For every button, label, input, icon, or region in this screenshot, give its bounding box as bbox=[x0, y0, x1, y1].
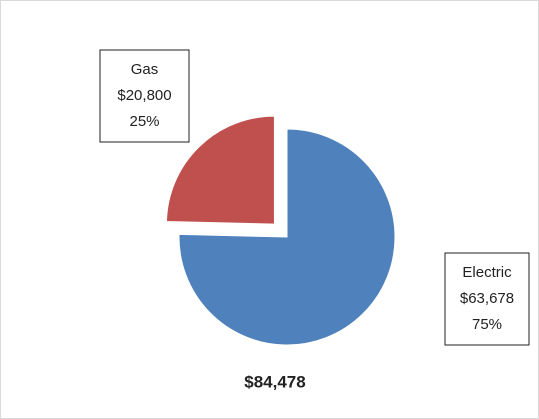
label-box bbox=[99, 49, 190, 143]
slice-percent: 75% bbox=[472, 316, 502, 333]
slice-value: $20,800 bbox=[117, 87, 171, 104]
total-label: $84,478 bbox=[244, 372, 305, 391]
label-box bbox=[444, 252, 530, 346]
slice-percent: 25% bbox=[129, 113, 159, 130]
slice-name: Gas bbox=[131, 61, 159, 78]
slice-name: Electric bbox=[462, 264, 512, 281]
slice-value: $63,678 bbox=[460, 290, 514, 307]
pie-slice bbox=[178, 128, 396, 346]
pie-slice bbox=[165, 115, 275, 225]
